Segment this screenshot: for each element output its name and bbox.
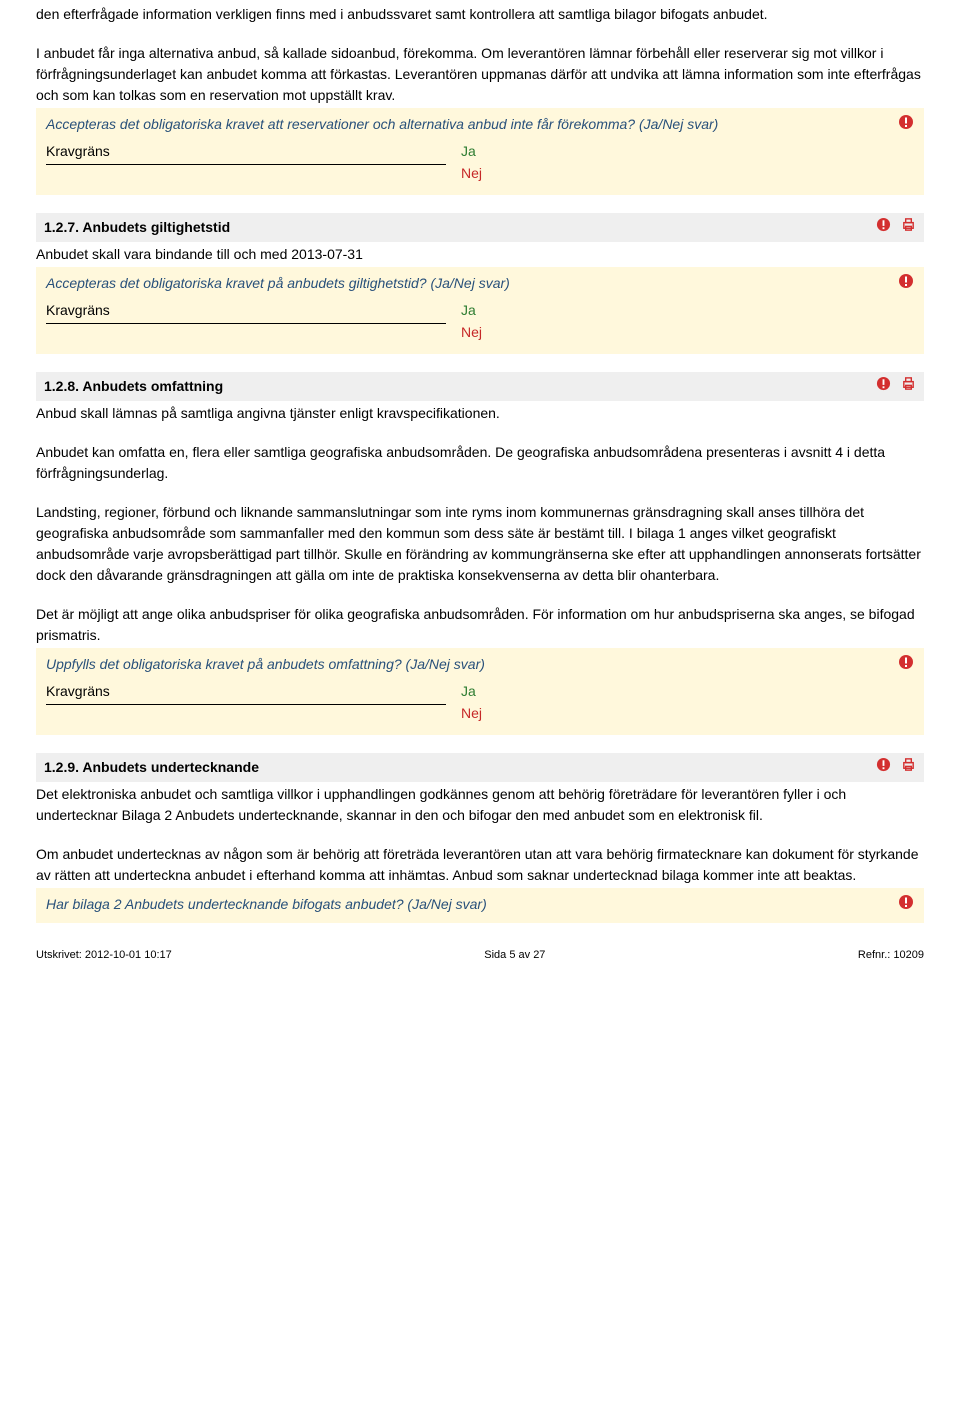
answer-nej: Nej: [461, 322, 482, 343]
alert-icon: [876, 757, 891, 780]
question-text: Uppfylls det obligatoriska kravet på anb…: [46, 654, 874, 675]
section-129-p2: Om anbudet undertecknas av någon som är …: [36, 844, 924, 886]
question-text: Har bilaga 2 Anbudets undertecknande bif…: [46, 894, 874, 915]
alert-icon: [898, 654, 914, 678]
section-header-127: 1.2.7. Anbudets giltighetstid: [36, 213, 924, 242]
footer-middle: Sida 5 av 27: [484, 947, 545, 964]
answer-ja: Ja: [461, 300, 476, 321]
section-header-129: 1.2.9. Anbudets undertecknande: [36, 753, 924, 782]
intro-paragraph-1: den efterfrågade information verkligen f…: [36, 4, 924, 25]
section-header-128: 1.2.8. Anbudets omfattning: [36, 372, 924, 401]
section-128-p4: Det är möjligt att ange olika anbudspris…: [36, 604, 924, 646]
alert-icon: [876, 217, 891, 240]
answer-ja: Ja: [461, 141, 476, 162]
page-footer: Utskrivet: 2012-10-01 10:17 Sida 5 av 27…: [36, 947, 924, 964]
section-title: 1.2.8. Anbudets omfattning: [44, 378, 223, 394]
kravgrans-label: Kravgräns: [46, 298, 446, 324]
answer-nej: Nej: [461, 163, 482, 184]
answer-ja: Ja: [461, 681, 476, 702]
section-129-p1: Det elektroniska anbudet och samtliga vi…: [36, 784, 924, 826]
kravgrans-label: Kravgräns: [46, 679, 446, 705]
print-icon[interactable]: [901, 376, 916, 399]
alert-icon: [898, 114, 914, 138]
footer-left: Utskrivet: 2012-10-01 10:17: [36, 947, 172, 964]
question-text: Accepteras det obligatoriska kravet att …: [46, 114, 874, 135]
section-128-p1: Anbud skall lämnas på samtliga angivna t…: [36, 403, 924, 424]
section-127-body: Anbudet skall vara bindande till och med…: [36, 244, 924, 265]
alert-icon: [898, 273, 914, 297]
section-title: 1.2.7. Anbudets giltighetstid: [44, 219, 230, 235]
question-box-reservationer: Accepteras det obligatoriska kravet att …: [36, 108, 924, 195]
page-container: den efterfrågade information verkligen f…: [0, 0, 960, 974]
intro-paragraph-2: I anbudet får inga alternativa anbud, så…: [36, 43, 924, 106]
alert-icon: [876, 376, 891, 399]
answer-nej: Nej: [461, 703, 482, 724]
section-128-p2: Anbudet kan omfatta en, flera eller samt…: [36, 442, 924, 484]
question-box-129: Har bilaga 2 Anbudets undertecknande bif…: [36, 888, 924, 923]
print-icon[interactable]: [901, 757, 916, 780]
question-box-128: Uppfylls det obligatoriska kravet på anb…: [36, 648, 924, 735]
print-icon[interactable]: [901, 217, 916, 240]
section-title: 1.2.9. Anbudets undertecknande: [44, 759, 259, 775]
question-box-127: Accepteras det obligatoriska kravet på a…: [36, 267, 924, 354]
section-128-p3: Landsting, regioner, förbund och liknand…: [36, 502, 924, 586]
footer-right: Refnr.: 10209: [858, 947, 924, 964]
question-text: Accepteras det obligatoriska kravet på a…: [46, 273, 874, 294]
kravgrans-label: Kravgräns: [46, 139, 446, 165]
alert-icon: [898, 894, 914, 918]
